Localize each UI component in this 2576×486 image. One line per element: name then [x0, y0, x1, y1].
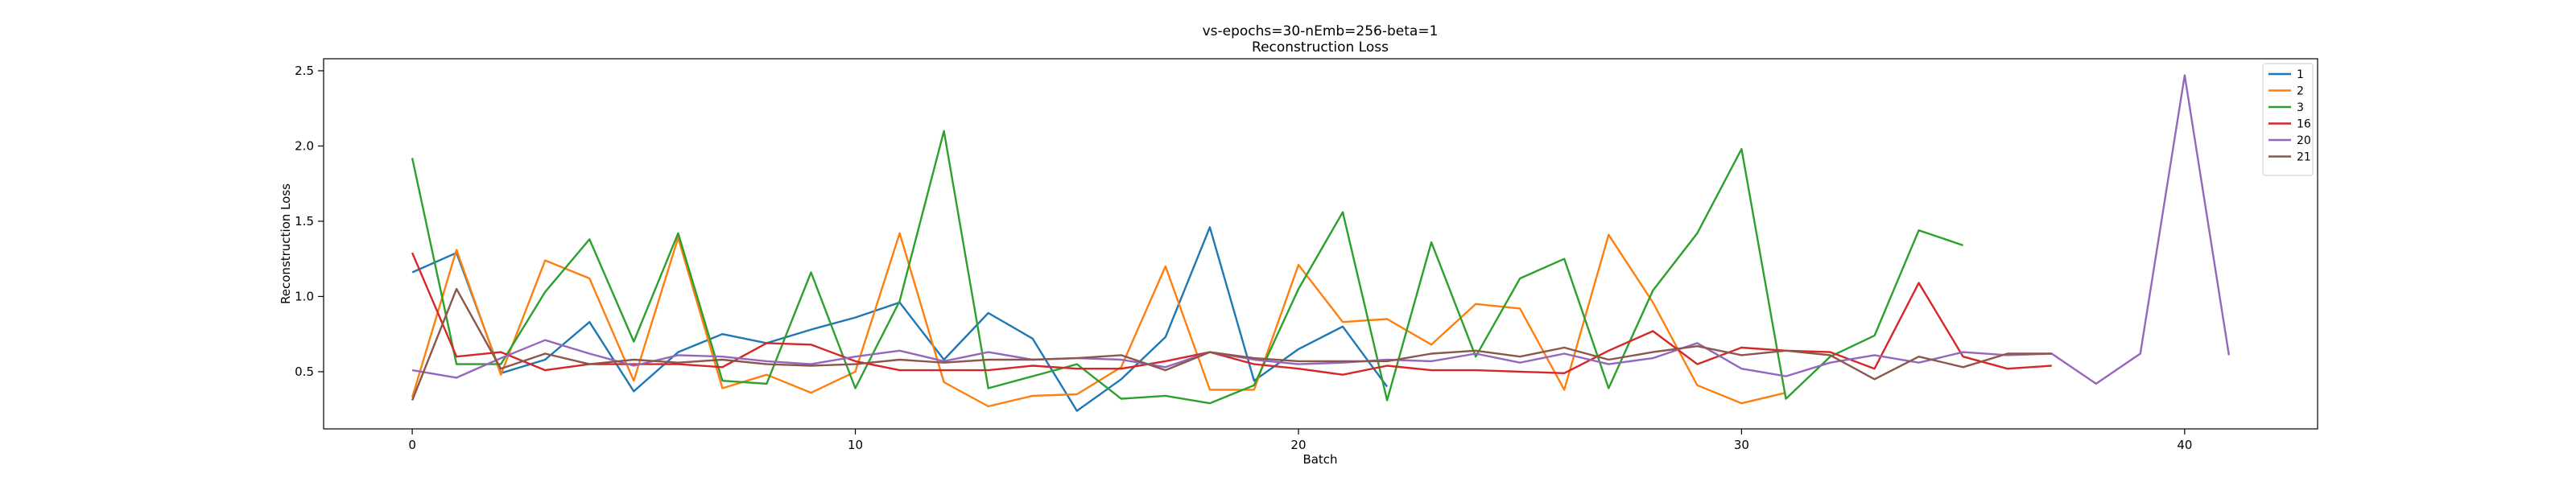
plot-frame	[323, 58, 2318, 430]
y-axis: 0.5 1.0 1.5 2.0 2.5	[295, 64, 324, 379]
legend-label-21: 21	[2297, 151, 2311, 164]
series-line-21	[411, 287, 2052, 401]
legend-label-3: 3	[2297, 101, 2304, 114]
y-tick-label: 0.5	[295, 364, 314, 379]
x-tick-label: 10	[848, 438, 863, 452]
x-axis: 0 10 20 30 40	[408, 429, 2192, 452]
y-tick-label: 2.5	[295, 64, 314, 78]
series-line-20	[411, 74, 2231, 385]
plot-area	[411, 74, 2231, 412]
legend-frame	[2262, 63, 2314, 176]
y-axis-label: Reconstruction Loss	[279, 183, 293, 304]
legend-label-20: 20	[2297, 134, 2311, 147]
series-line-16	[411, 252, 2052, 376]
y-tick-label: 1.5	[295, 214, 314, 229]
x-tick-label: 0	[408, 438, 416, 452]
series-line-1	[411, 226, 1389, 412]
series-line-3	[411, 130, 1963, 405]
y-tick-label: 1.0	[295, 289, 314, 303]
legend-label-1: 1	[2297, 68, 2304, 81]
legend-label-2: 2	[2297, 85, 2304, 98]
chart-title: vs-epochs=30-nEmb=256-beta=1	[1203, 23, 1439, 39]
x-axis-label: Batch	[1302, 452, 1337, 467]
y-tick-label: 2.0	[295, 138, 314, 153]
x-tick-label: 40	[2177, 438, 2192, 452]
x-tick-label: 30	[1734, 438, 1749, 452]
legend-label-16: 16	[2297, 118, 2311, 131]
chart-subtitle: Reconstruction Loss	[1252, 39, 1389, 56]
x-tick-label: 20	[1290, 438, 1306, 452]
legend: 1 2 3 16 20 21	[2262, 63, 2314, 176]
